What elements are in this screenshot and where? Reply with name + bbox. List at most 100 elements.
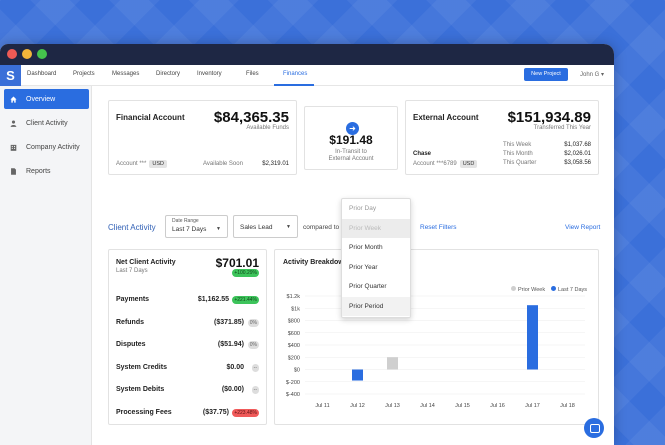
x-tick-label: Jul 17 (525, 403, 540, 409)
row-label: System Credits (116, 364, 167, 371)
net-activity-subtitle: Last 7 Days (116, 268, 148, 274)
row-value: ($0.00) (221, 386, 244, 393)
bar-last-7-days[interactable] (527, 305, 538, 370)
sales-lead-value: Sales Lead (240, 224, 273, 231)
app-logo-icon[interactable]: S (0, 65, 21, 86)
transferred-caption: Transferred This Year (533, 125, 591, 131)
chat-icon[interactable] (584, 418, 604, 438)
in-transit-line2: External Account (328, 156, 374, 162)
activity-breakdown-card: Activity Breakdown Prior Week Last 7 Day… (274, 249, 599, 425)
activity-bar-chart: $1.2k $1k $800 $600 $400 $200 $0 $-200 $-400 Jul … (286, 294, 585, 409)
document-icon (11, 167, 16, 175)
activity-row: Refunds ($371.85) 0% (116, 317, 259, 331)
net-activity-card: Net Client Activity Last 7 Days $701.01 … (108, 249, 267, 425)
nav-inventory[interactable]: Inventory (197, 71, 222, 77)
available-soon-label: Available Soon (203, 161, 243, 167)
account-label: Account *** (116, 161, 147, 167)
menu-item-prior-week[interactable]: Prior Week (342, 218, 410, 238)
y-tick-label: $600 (288, 331, 300, 337)
reset-filters-link[interactable]: Reset Filters (420, 224, 457, 231)
row-label: Refunds (116, 319, 144, 326)
period-label: This Month (503, 151, 533, 157)
date-range-select[interactable]: Date Range Last 7 Days ▼ (165, 215, 228, 238)
menu-item-prior-month[interactable]: Prior Month (349, 244, 383, 251)
menu-item-prior-day[interactable]: Prior Day (349, 205, 377, 212)
row-label: System Debits (116, 386, 165, 393)
activity-row: System Debits ($0.00) -- (116, 384, 259, 398)
external-account-number: Account ***6789 USD (413, 160, 478, 168)
y-tick-label: $-400 (286, 392, 300, 398)
period-value: $2,026.01 (564, 151, 591, 157)
sidebar-item-label: Reports (26, 167, 51, 175)
user-icon (10, 119, 17, 127)
bank-name: Chase (413, 151, 432, 157)
nav-files[interactable]: Files (246, 71, 259, 77)
view-report-link[interactable]: View Report (565, 224, 601, 231)
legend-label: Last 7 Days (558, 287, 588, 293)
y-tick-label: $0 (294, 368, 300, 374)
activity-row: Payments $1,162.55 +221.44% (116, 294, 259, 308)
x-tick-label: Jul 14 (420, 403, 435, 409)
nav-directory[interactable]: Directory (156, 71, 181, 77)
currency-badge: USD (459, 160, 478, 168)
available-funds-caption: Available Funds (246, 125, 289, 131)
bar-prior-week[interactable] (387, 357, 398, 370)
row-label: Disputes (116, 341, 146, 348)
home-icon (10, 95, 17, 103)
arrow-right-icon: ➜ (346, 122, 359, 135)
sidebar-item-overview[interactable]: Overview (4, 89, 89, 109)
net-change-badge: +100.29% (232, 269, 259, 277)
activity-row: Disputes ($51.94) 0% (116, 339, 259, 353)
user-name: John G (580, 72, 600, 78)
legend-last-7-days: Last 7 Days (551, 286, 587, 293)
nav-projects[interactable]: Projects (73, 71, 95, 77)
row-change-badge: -- (251, 364, 259, 372)
row-value: $1,162.55 (197, 296, 229, 303)
user-menu[interactable]: John G ▾ (580, 71, 604, 78)
external-account-card: External Account $151,934.89 Transferred… (405, 100, 599, 175)
row-value: ($51.94) (217, 341, 244, 348)
sales-lead-select[interactable]: Sales Lead ▼ (233, 215, 298, 238)
compared-to-label: compared to (303, 224, 340, 231)
sidebar-item-reports[interactable]: Reports (4, 161, 89, 181)
row-change-badge: +223.48% (232, 409, 259, 417)
period-label: This Week (503, 142, 532, 148)
minimize-window-button[interactable] (22, 49, 32, 59)
menu-item-prior-period[interactable]: Prior Period (342, 296, 410, 316)
title-bar (0, 44, 614, 65)
nav-dashboard[interactable]: Dashboard (27, 71, 57, 77)
x-tick-label: Jul 18 (560, 403, 575, 409)
account-label: Account ***6789 (413, 161, 457, 167)
close-window-button[interactable] (7, 49, 17, 59)
net-activity-amount: $701.01 (215, 256, 259, 270)
y-tick-label: $1k (291, 306, 300, 312)
nav-finances[interactable]: Finances (283, 71, 308, 77)
chart-title: Activity Breakdown (283, 259, 348, 266)
new-project-button[interactable]: New Project (524, 68, 568, 81)
bar-last-7-days[interactable] (352, 369, 363, 381)
menu-item-prior-year[interactable]: Prior Year (349, 263, 378, 271)
compare-dropdown-menu: Prior Day Prior Week Prior Month Prior Y… (341, 198, 411, 318)
card-title: External Account (413, 113, 479, 122)
available-funds-amount: $84,365.35 (213, 109, 289, 126)
chevron-down-icon: ▼ (216, 226, 221, 232)
financial-account-card: Financial Account $84,365.35 Available F… (108, 100, 297, 175)
menu-item-prior-quarter[interactable]: Prior Quarter (349, 283, 387, 290)
legend-swatch (551, 286, 556, 291)
row-change-badge: 0% (247, 341, 259, 349)
maximize-window-button[interactable] (37, 49, 47, 59)
date-range-caption: Date Range (172, 218, 199, 224)
period-value: $1,037.68 (564, 142, 591, 148)
legend-label: Prior Week (518, 287, 546, 293)
sidebar-item-label: Company Activity (26, 143, 80, 151)
nav-messages[interactable]: Messages (112, 71, 140, 77)
x-tick-label: Jul 15 (455, 403, 470, 409)
sidebar: Overview Client Activity Company Activit… (0, 86, 92, 445)
row-value: $0.00 (226, 364, 244, 371)
y-tick-label: $1.2k (287, 294, 301, 300)
row-label: Payments (116, 296, 150, 303)
sidebar-item-client-activity[interactable]: Client Activity (4, 113, 89, 133)
in-transit-amount: $191.48 (329, 133, 373, 147)
sidebar-item-company-activity[interactable]: Company Activity (4, 137, 89, 157)
x-tick-label: Jul 12 (350, 403, 365, 409)
